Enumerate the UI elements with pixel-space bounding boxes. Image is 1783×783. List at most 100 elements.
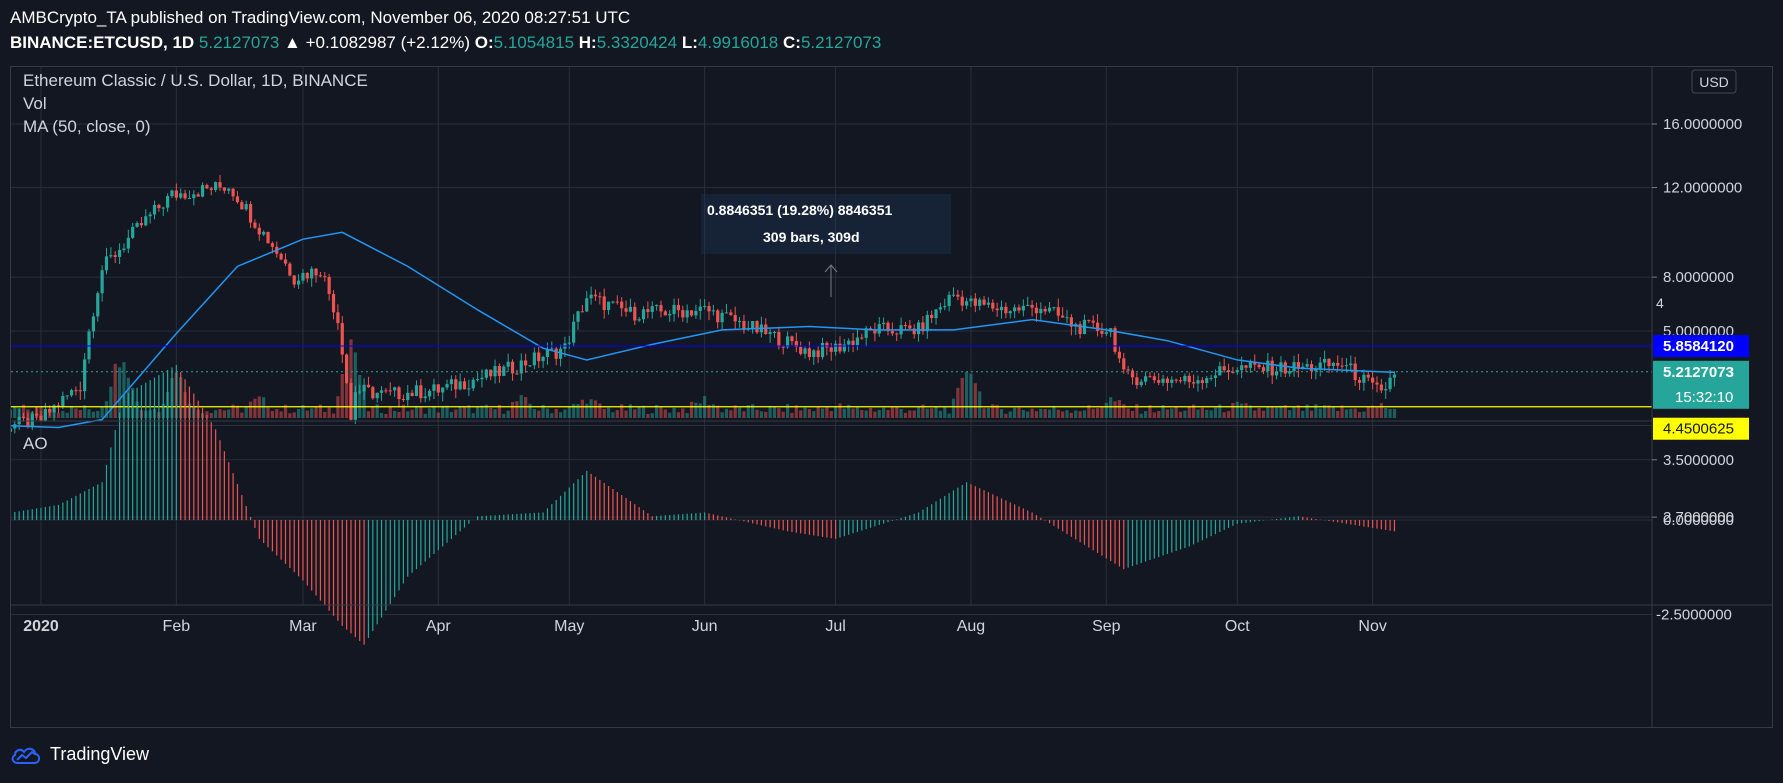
volume-bar <box>707 404 711 418</box>
candle <box>576 310 580 330</box>
candle <box>943 298 947 311</box>
candle <box>1170 376 1174 388</box>
candle <box>541 355 545 369</box>
volume-bar <box>458 406 462 418</box>
candle <box>83 353 87 400</box>
volume-bar <box>847 404 851 418</box>
candle <box>1200 377 1204 390</box>
volume-bar <box>1388 408 1392 418</box>
candle <box>1039 302 1043 321</box>
candle <box>947 291 951 312</box>
symbol: BINANCE:ETCUSD, 1D <box>10 33 195 52</box>
volume-bar <box>1248 405 1252 418</box>
volume-bar <box>1292 406 1296 418</box>
volume-bar <box>1362 411 1366 418</box>
tradingview-logo[interactable]: TradingView <box>10 744 149 765</box>
volume-bar <box>986 407 991 418</box>
candle <box>166 193 170 212</box>
candle <box>855 329 860 351</box>
candle <box>930 310 934 324</box>
candle <box>410 389 414 397</box>
candle <box>978 297 982 311</box>
candle <box>886 320 890 336</box>
measure-tool[interactable]: 0.8846351 (19.28%) 8846351 309 bars, 309… <box>701 194 951 297</box>
support-label-box <box>1653 417 1749 440</box>
volume-bar <box>1340 405 1344 418</box>
candle <box>611 300 615 304</box>
candle <box>379 386 384 401</box>
candle <box>1318 356 1322 377</box>
candle <box>1384 381 1388 399</box>
candle <box>218 175 222 191</box>
candle <box>1270 356 1274 384</box>
volume-bar <box>1336 410 1340 418</box>
volume-bar <box>628 404 633 418</box>
volume-bar <box>1061 411 1065 418</box>
candle <box>554 346 558 366</box>
chart-frame[interactable]: 0.8846351 (19.28%) 8846351 309 bars, 309… <box>0 66 1773 728</box>
candle <box>589 286 593 305</box>
candle <box>1375 376 1379 393</box>
candle <box>117 243 122 265</box>
volume-bar <box>410 409 414 418</box>
currency-button[interactable]: USD <box>1691 69 1737 94</box>
volume-bar <box>432 405 436 418</box>
volume-bar <box>1301 410 1305 418</box>
volume-bar <box>899 409 903 418</box>
candle <box>397 385 401 408</box>
candle <box>1078 321 1082 339</box>
candle <box>432 378 436 400</box>
volume-bar <box>663 409 667 418</box>
volume-bar <box>620 404 624 418</box>
candle <box>1371 371 1375 390</box>
candle <box>484 368 488 381</box>
volume-bar <box>1152 412 1156 418</box>
volume-bar <box>1139 413 1143 418</box>
candle <box>1309 360 1314 380</box>
volume-bar <box>1113 401 1117 418</box>
candle <box>1362 369 1366 391</box>
volume-bar <box>1270 406 1274 418</box>
currency-label: USD <box>1699 74 1729 90</box>
candle <box>964 297 969 310</box>
volume-bar <box>716 405 720 418</box>
volume-bar <box>790 412 794 418</box>
volume-bar <box>362 386 366 418</box>
volume-bar <box>1226 411 1231 418</box>
candle <box>1013 304 1017 319</box>
candle <box>131 222 135 240</box>
candle <box>100 265 104 302</box>
candle <box>812 349 816 365</box>
candle <box>1323 350 1327 371</box>
volume-bar <box>1366 406 1370 418</box>
candle <box>908 319 912 330</box>
candle <box>668 309 672 322</box>
candle <box>703 299 707 310</box>
candle <box>873 322 877 342</box>
current-price-label: 5.2127073 15:32:10 <box>1653 360 1749 409</box>
candle <box>436 383 440 397</box>
volume-bar <box>646 413 650 418</box>
ao-tick-label: -2.5000000 <box>1656 607 1732 624</box>
chart-canvas[interactable]: 0.8846351 (19.28%) 8846351 309 bars, 309… <box>0 67 1772 727</box>
volume-bar <box>301 405 305 418</box>
volume-bar <box>1309 410 1314 418</box>
volume-bar <box>1240 403 1244 418</box>
volume-bar <box>1161 405 1165 418</box>
volume-bar <box>506 410 510 418</box>
open-label: O: <box>474 33 494 52</box>
candle <box>1296 353 1301 378</box>
volume-bar <box>515 401 519 418</box>
volume-bar <box>1178 411 1183 418</box>
candle <box>1283 360 1287 378</box>
candle <box>899 317 903 339</box>
candle <box>1314 365 1318 380</box>
candle <box>1056 298 1060 322</box>
volume-bar <box>1034 411 1039 418</box>
volume-bar <box>449 412 454 418</box>
high-label: H: <box>578 33 597 52</box>
volume-bar <box>550 413 554 418</box>
candle <box>799 341 803 356</box>
candle <box>991 299 995 312</box>
resistance-price-label: 5.8584120 <box>1653 334 1749 357</box>
